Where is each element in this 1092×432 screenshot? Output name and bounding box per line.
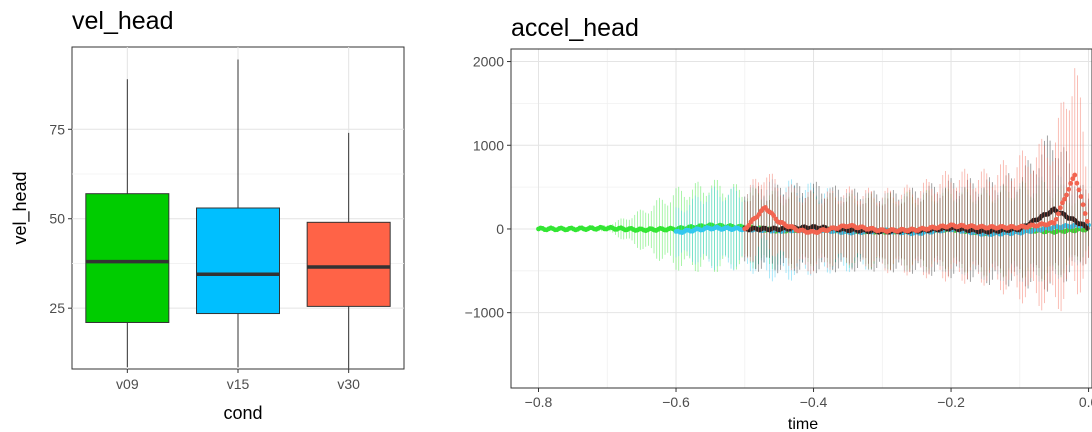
accel-mean-point xyxy=(1060,200,1065,206)
accel-series-3 xyxy=(742,68,1090,312)
accel-mean-point xyxy=(1080,202,1086,208)
accel-mean-point xyxy=(1057,205,1063,211)
box-plot-y-label: vel_head xyxy=(10,171,31,244)
accel-plot-x-ticks: −0.8 −0.6 −0.4 −0.2 0.0 xyxy=(525,388,1092,410)
box-v30 xyxy=(306,221,391,307)
accel-mean-point xyxy=(1076,187,1082,193)
accel-x-tick-label: −0.2 xyxy=(937,394,965,410)
box-y-tick-label: 50 xyxy=(49,211,65,227)
box-x-tick-label: v09 xyxy=(116,376,139,392)
box-plot-title: vel_head xyxy=(72,7,173,35)
accel-mean-point xyxy=(1062,196,1067,202)
accel-mean-points-3 xyxy=(742,172,1090,236)
box-v09 xyxy=(85,193,170,323)
accel-mean-point xyxy=(1053,216,1059,222)
accel-y-tick-label: −1000 xyxy=(465,305,505,321)
accel-plot-y-ticks: −1000 0 1000 2000 xyxy=(465,54,511,321)
box-plot-x-ticks: v09 v15 v30 xyxy=(116,369,360,392)
box-x-tick-label: v15 xyxy=(227,376,250,392)
accel-x-tick-label: 0.0 xyxy=(1079,394,1092,410)
box-x-tick-label: v30 xyxy=(337,376,360,392)
box-plot-y-ticks: 25 50 75 xyxy=(49,121,72,316)
box-plot-marks xyxy=(85,59,391,369)
accel-x-tick-label: −0.4 xyxy=(800,394,828,410)
accel-y-tick-label: 0 xyxy=(496,221,504,237)
accel-y-tick-label: 1000 xyxy=(473,137,504,153)
accel-plot-grid xyxy=(511,49,1092,388)
accel-mean-point xyxy=(771,213,777,218)
accel-mean-point xyxy=(1072,172,1078,178)
accel-plot-x-label: time xyxy=(788,416,818,432)
box-plot-panel: vel_head 25 50 75 v09 v15 v30 cond vel_head xyxy=(10,7,405,423)
accel-mean-point xyxy=(1074,180,1080,186)
accel-mean-point xyxy=(1078,194,1084,199)
accel-mean-point xyxy=(1068,180,1074,186)
accel-mean-point xyxy=(1066,186,1072,192)
accel-plot-area xyxy=(510,48,1092,389)
accel-mean-point xyxy=(1055,211,1061,217)
accel-plot-marks xyxy=(536,68,1091,312)
accel-x-tick-label: −0.8 xyxy=(525,394,553,410)
accel-mean-point xyxy=(1064,192,1069,198)
accel-plot-title: accel_head xyxy=(511,14,639,42)
box-y-tick-label: 75 xyxy=(49,121,65,137)
accel-mean-point xyxy=(1070,176,1076,182)
accel-mean-point xyxy=(1084,219,1090,224)
accel-y-tick-label: 2000 xyxy=(473,54,504,70)
accel-x-tick-label: −0.6 xyxy=(662,394,690,410)
box-v15 xyxy=(196,207,280,315)
box-y-tick-label: 25 xyxy=(49,300,65,316)
box-plot-x-label: cond xyxy=(223,403,262,423)
accel-mean-point xyxy=(1051,220,1057,226)
accel-mean-point xyxy=(1082,211,1088,216)
